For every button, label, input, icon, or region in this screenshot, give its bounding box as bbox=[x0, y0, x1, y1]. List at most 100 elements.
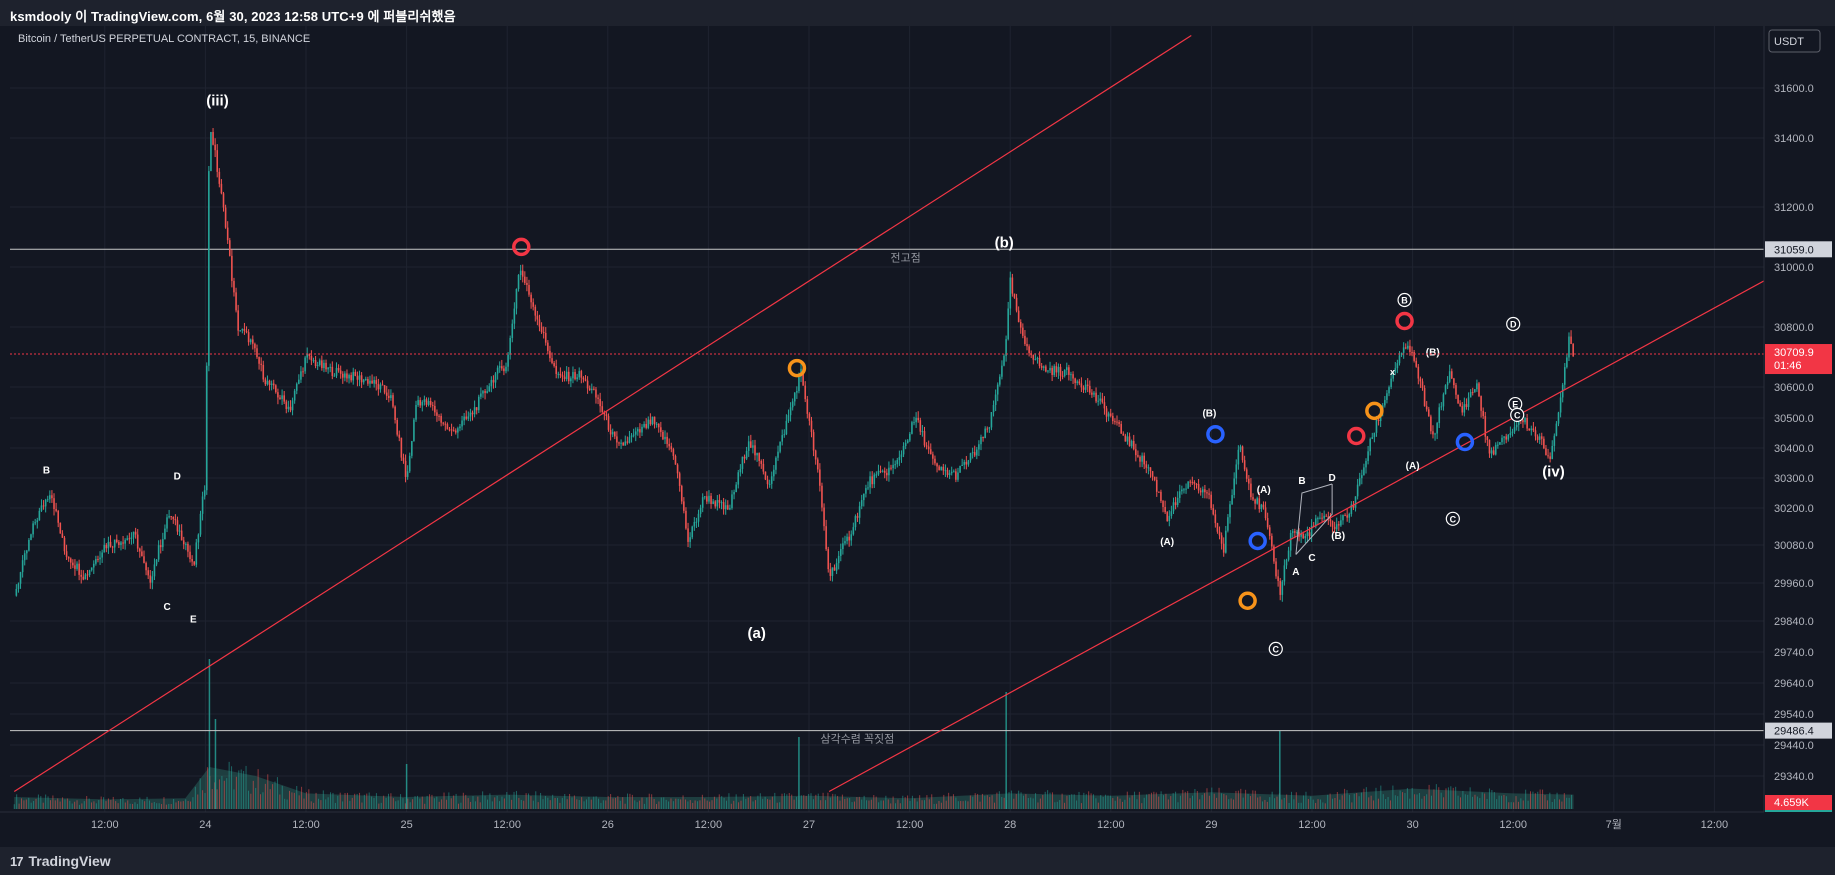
candle-body bbox=[419, 400, 422, 406]
candle-body bbox=[829, 569, 832, 576]
candle-body bbox=[950, 471, 953, 474]
marker-ring[interactable] bbox=[1395, 311, 1414, 331]
marker-ring[interactable] bbox=[1347, 426, 1366, 446]
candle-body bbox=[153, 564, 156, 577]
candle-body bbox=[40, 505, 43, 511]
marker-ring[interactable] bbox=[1365, 401, 1384, 421]
candle-body bbox=[1455, 385, 1457, 395]
marker-ring[interactable] bbox=[1455, 432, 1475, 452]
trendline[interactable] bbox=[828, 263, 1796, 793]
candle-body bbox=[233, 280, 235, 293]
tradingview-logo[interactable]: 17 TradingView bbox=[10, 853, 111, 869]
candle-body bbox=[787, 415, 790, 421]
candle-body bbox=[480, 393, 482, 397]
marker-ring[interactable] bbox=[512, 237, 531, 257]
candle-body bbox=[262, 364, 265, 380]
candle-body bbox=[680, 485, 683, 502]
marker-ring[interactable] bbox=[1206, 424, 1225, 444]
candle-body bbox=[655, 423, 658, 425]
trendline[interactable] bbox=[13, 34, 1192, 793]
candle-body bbox=[362, 379, 365, 383]
candle-body bbox=[1415, 360, 1418, 367]
candle-body bbox=[632, 434, 635, 436]
candle-body bbox=[616, 436, 618, 443]
candle-body bbox=[446, 424, 449, 430]
price-tick-label: 29440.0 bbox=[1774, 740, 1814, 752]
wave-label: (A) bbox=[1160, 537, 1174, 548]
candle-body bbox=[544, 332, 547, 343]
candle-body bbox=[228, 240, 231, 256]
candle-body bbox=[741, 456, 744, 469]
candle-body bbox=[902, 445, 905, 455]
candle-body bbox=[113, 539, 116, 548]
time-axis[interactable] bbox=[0, 812, 1835, 847]
candle-body bbox=[1340, 520, 1342, 526]
candle-body bbox=[1176, 497, 1179, 506]
candle-body bbox=[505, 366, 507, 372]
candle-body bbox=[115, 539, 118, 543]
wave-label: D bbox=[174, 472, 181, 483]
candle-body bbox=[628, 437, 631, 443]
candle-body bbox=[779, 441, 781, 452]
publisher-line: ksmdooly 이 TradingView.com, 6월 30, 2023 … bbox=[10, 9, 456, 24]
candle-body bbox=[1469, 392, 1472, 398]
candle-body bbox=[1183, 489, 1185, 491]
candle-body bbox=[1482, 410, 1484, 417]
candle-body bbox=[911, 422, 913, 434]
candle-body bbox=[703, 496, 706, 498]
candle-body bbox=[1078, 381, 1081, 384]
candle-body bbox=[969, 453, 972, 461]
wave-label: (a) bbox=[748, 625, 766, 642]
tradingview-brand: TradingView bbox=[28, 853, 111, 869]
candle-body bbox=[701, 497, 704, 508]
candle-body bbox=[1499, 442, 1501, 445]
candle-body bbox=[143, 556, 145, 563]
candle-body bbox=[1229, 504, 1231, 518]
candle-body bbox=[30, 534, 32, 540]
candle-body bbox=[672, 449, 675, 456]
wave-label: (iii) bbox=[206, 93, 229, 110]
marker-ring[interactable] bbox=[787, 358, 807, 378]
candle-body bbox=[641, 426, 643, 433]
candle-body bbox=[49, 495, 51, 500]
candle-body bbox=[729, 508, 731, 510]
candle-body bbox=[1191, 481, 1194, 483]
candle-body bbox=[21, 560, 24, 573]
candle-body bbox=[526, 282, 528, 285]
candle-body bbox=[1438, 407, 1441, 424]
candle-body bbox=[1369, 438, 1371, 452]
candle-body bbox=[1045, 366, 1047, 372]
price-tick-label: 29340.0 bbox=[1774, 771, 1814, 783]
candle-body bbox=[134, 531, 137, 535]
marker-ring[interactable] bbox=[1238, 591, 1257, 610]
candle-body bbox=[666, 436, 668, 444]
candle-body bbox=[26, 550, 28, 554]
candle-body bbox=[1551, 445, 1554, 459]
last-price-countdown: 01:46 bbox=[1774, 360, 1802, 372]
currency-label: USDT bbox=[1774, 36, 1804, 48]
candle-body bbox=[477, 396, 480, 411]
wave-circle bbox=[1268, 641, 1283, 657]
candle-body bbox=[450, 429, 453, 431]
candle-body bbox=[1540, 436, 1543, 439]
candle-body bbox=[1421, 381, 1424, 389]
price-tick-label: 30500.0 bbox=[1774, 413, 1814, 425]
candle-body bbox=[243, 328, 246, 332]
candle-body bbox=[90, 567, 93, 571]
candle-body bbox=[180, 530, 183, 541]
candle-body bbox=[664, 436, 666, 440]
candle-body bbox=[1091, 392, 1093, 395]
wave-label: A bbox=[1292, 567, 1299, 578]
candle-body bbox=[695, 521, 698, 523]
candle-body bbox=[32, 523, 34, 535]
price-axis[interactable] bbox=[1764, 26, 1835, 847]
candle-body bbox=[1003, 355, 1005, 366]
candle-body bbox=[593, 388, 595, 390]
candle-body bbox=[1158, 491, 1160, 493]
candle-body bbox=[214, 144, 216, 151]
candle-body bbox=[685, 510, 687, 529]
currency-button[interactable] bbox=[1768, 29, 1821, 53]
candle-body bbox=[1425, 406, 1428, 410]
marker-ring[interactable] bbox=[1248, 531, 1267, 551]
